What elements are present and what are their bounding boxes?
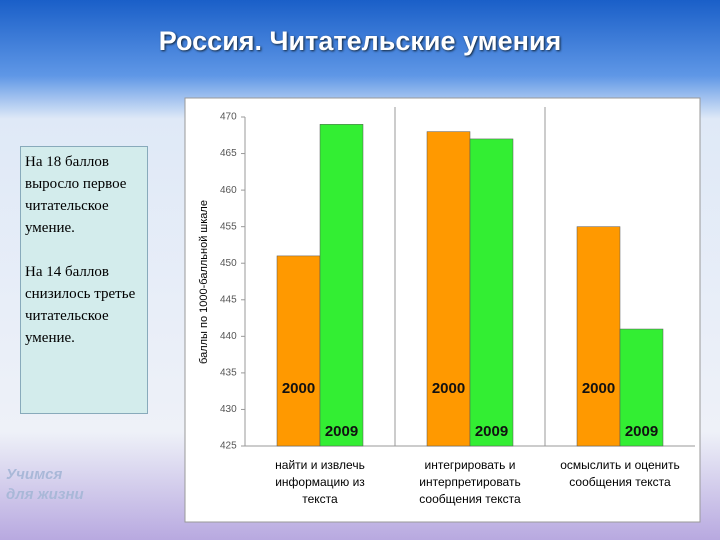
y-tick-label: 435 (220, 368, 237, 379)
bar-series-label: 2000 (432, 380, 465, 397)
x-tick-label: найти и извлечь (275, 458, 365, 472)
logo-line: для жизни (6, 486, 84, 503)
logo: Учимся для жизни (6, 465, 84, 505)
bar (469, 138, 514, 447)
y-axis-label: баллы по 1000-балльной шкале (198, 200, 210, 364)
y-tick-label: 425 (220, 441, 237, 452)
y-tick-label: 445 (220, 294, 237, 305)
x-tick-label: сообщения текста (419, 492, 521, 506)
y-tick-label: 465 (220, 148, 237, 159)
bar (619, 328, 664, 447)
bar-series-label: 2009 (475, 423, 508, 440)
bar (576, 226, 621, 447)
x-tick-label: текста (302, 492, 338, 506)
bar (426, 131, 471, 447)
bar (319, 124, 364, 447)
y-tick-label: 450 (220, 258, 237, 269)
y-tick-label: 440 (220, 331, 237, 342)
x-tick-label: информацию из (275, 475, 365, 489)
y-tick-label: 430 (220, 404, 237, 415)
y-tick-label: 455 (220, 221, 237, 232)
bar-series-label: 2009 (625, 423, 658, 440)
note-box: На 18 баллов выросло первое читательское… (20, 146, 148, 414)
note: На 18 баллов выросло первое читательское… (25, 154, 127, 236)
y-tick-label: 470 (220, 112, 237, 123)
x-tick-label: интегрировать и (425, 458, 516, 472)
bar (276, 255, 321, 447)
logo-line: Учимся (6, 466, 63, 483)
bar-series-label: 2000 (282, 380, 315, 397)
chart-title: Россия. Читательские умения (158, 26, 562, 56)
bar-series-label: 2009 (325, 423, 358, 440)
bar-series-label: 2000 (582, 380, 615, 397)
x-tick-label: сообщения текста (569, 475, 671, 489)
y-tick-label: 460 (220, 185, 237, 196)
x-tick-label: осмыслить и оценить (560, 458, 680, 472)
note: На 14 баллов снизилось третье читательск… (25, 264, 136, 346)
x-tick-label: интерпретировать (419, 475, 520, 489)
